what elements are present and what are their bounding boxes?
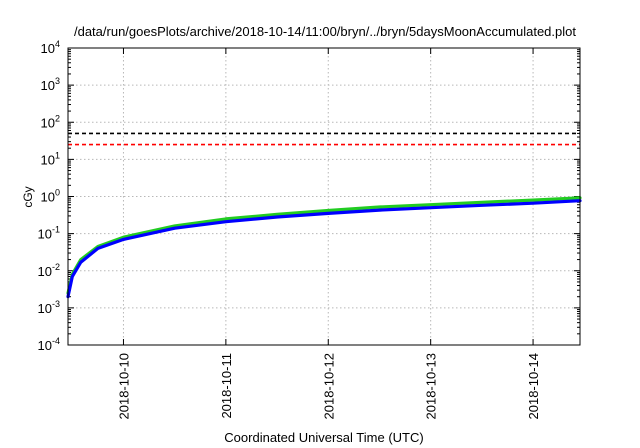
y-tick-label: 10-3 bbox=[38, 299, 60, 316]
series-line bbox=[66, 199, 582, 299]
y-axis-label: cGy bbox=[21, 186, 35, 207]
y-tick-label: 10-4 bbox=[38, 336, 60, 353]
x-tick-label: 2018-10-10 bbox=[116, 353, 131, 420]
x-tick-label: 2018-10-14 bbox=[526, 353, 541, 420]
x-tick-label: 2018-10-12 bbox=[321, 353, 336, 420]
y-tick-label: 10-2 bbox=[38, 262, 60, 279]
threshold-lines bbox=[68, 132, 580, 146]
y-tick-label: 104 bbox=[41, 39, 60, 56]
y-tick-label: 102 bbox=[41, 113, 60, 130]
chart-title: /data/run/goesPlots/archive/2018-10-14/1… bbox=[74, 24, 576, 39]
series-line bbox=[66, 196, 582, 295]
x-tick-label: 2018-10-13 bbox=[424, 353, 439, 420]
plot-frame bbox=[67, 47, 581, 346]
x-axis-label: Coordinated Universal Time (UTC) bbox=[224, 430, 423, 445]
x-tick-label: 2018-10-11 bbox=[219, 353, 234, 419]
y-tick-label: 101 bbox=[41, 150, 60, 167]
y-tick-label: 103 bbox=[41, 76, 60, 93]
x-axis: 2018-10-10 2018-10-11 2018-10-12 2018-10-13… bbox=[116, 48, 541, 420]
series-lines bbox=[66, 196, 582, 299]
y-tick-label: 100 bbox=[41, 188, 60, 205]
grid bbox=[68, 48, 580, 345]
y-tick-label: 10-1 bbox=[38, 225, 60, 242]
